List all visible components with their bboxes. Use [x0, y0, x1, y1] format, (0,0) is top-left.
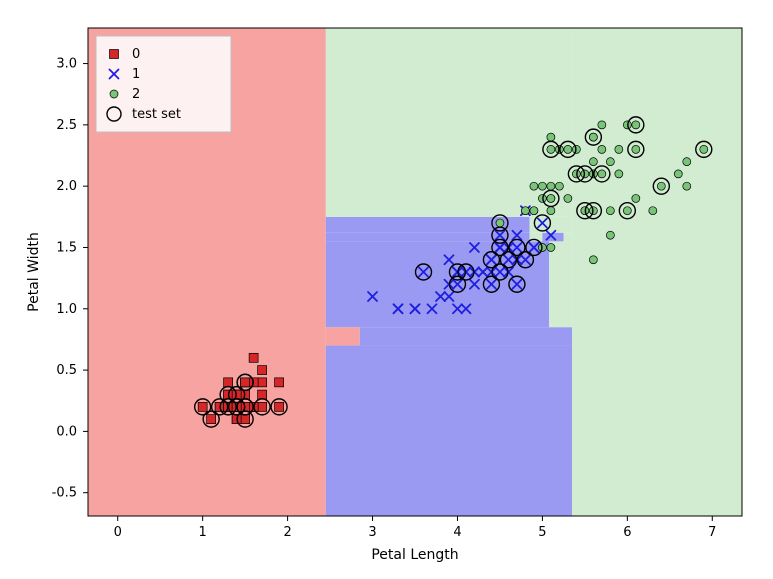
- y-tick-label: 1.5: [56, 240, 77, 255]
- region-cls-2: [572, 28, 742, 516]
- y-tick-label: 3.0: [56, 57, 77, 72]
- x-tick-label: 1: [199, 525, 207, 540]
- x-tick-label: 7: [708, 525, 716, 540]
- y-tick-label: 1.0: [56, 302, 77, 317]
- y-tick-label: 0.5: [56, 363, 77, 378]
- legend-item-label: 0: [132, 47, 140, 62]
- x-tick-label: 3: [368, 525, 376, 540]
- region-cls-2: [549, 241, 572, 327]
- scatter-chart: 0 1 2 3 4 5 6 7 -0.5 0.0 0.5 1.0 1.5 2.0 2.5 3.0 Petal L…: [0, 0, 773, 579]
- x-tick-label: 6: [623, 525, 631, 540]
- legend-item-label: 2: [132, 87, 140, 102]
- x-tick-label: 4: [453, 525, 461, 540]
- region-cls-1: [326, 346, 572, 516]
- y-tick-label: -0.5: [52, 486, 77, 501]
- legend: 0 1 2 test set: [96, 36, 231, 132]
- y-tick-label: 2.5: [56, 118, 77, 133]
- y-tick-label: 0.0: [56, 424, 77, 439]
- y-tick-label: 2.0: [56, 179, 77, 194]
- legend-item-label: test set: [132, 107, 181, 122]
- region-cls-0: [326, 327, 360, 345]
- x-tick-label: 2: [283, 525, 291, 540]
- x-tick-label: 0: [114, 525, 122, 540]
- chart-container: 0 1 2 3 4 5 6 7 -0.5 0.0 0.5 1.0 1.5 2.0 2.5 3.0 Petal L…: [0, 0, 773, 579]
- legend-item-label: 1: [132, 67, 140, 82]
- region-cls-2: [564, 233, 572, 242]
- region-cls-1: [360, 327, 572, 345]
- x-axis-label: Petal Length: [371, 547, 458, 563]
- x-tick-label: 5: [538, 525, 546, 540]
- y-axis-label: Petal Width: [26, 232, 42, 312]
